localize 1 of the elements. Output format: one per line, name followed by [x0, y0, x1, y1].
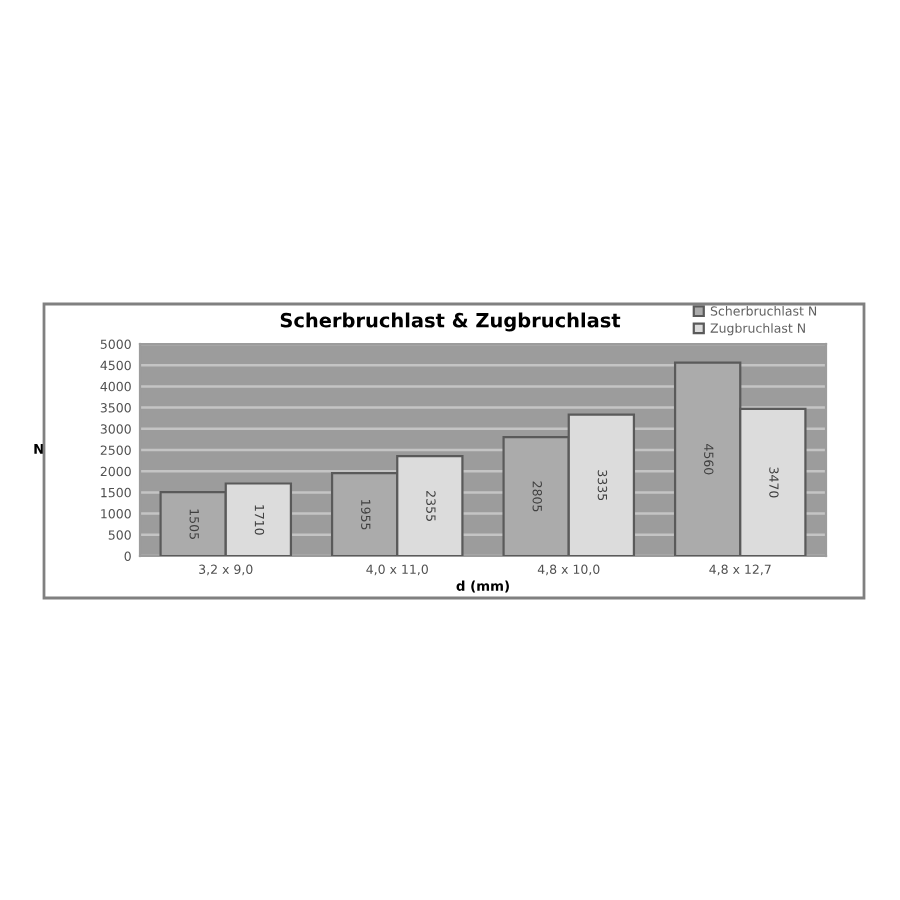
chart-title: Scherbruchlast & Zugbruchlast	[280, 312, 621, 332]
